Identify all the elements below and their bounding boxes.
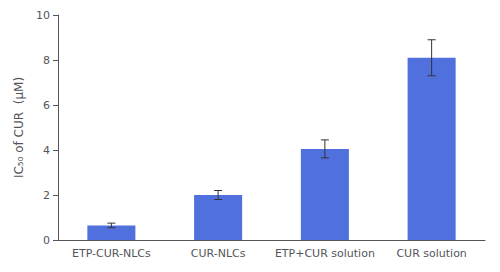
svg-text:CUR solution: CUR solution <box>396 247 466 260</box>
svg-text:8: 8 <box>43 54 50 67</box>
svg-text:0: 0 <box>43 234 50 247</box>
svg-text:ETP-CUR-NLCs: ETP-CUR-NLCs <box>72 247 151 260</box>
svg-text:2: 2 <box>43 189 50 202</box>
svg-text:IC₅₀ of CUR (μM): IC₅₀ of CUR (μM) <box>12 77 26 178</box>
svg-text:10: 10 <box>36 9 50 22</box>
svg-text:ETP+CUR solution: ETP+CUR solution <box>275 247 375 260</box>
svg-text:6: 6 <box>43 99 50 112</box>
svg-text:CUR-NLCs: CUR-NLCs <box>191 247 246 260</box>
svg-text:4: 4 <box>43 144 50 157</box>
